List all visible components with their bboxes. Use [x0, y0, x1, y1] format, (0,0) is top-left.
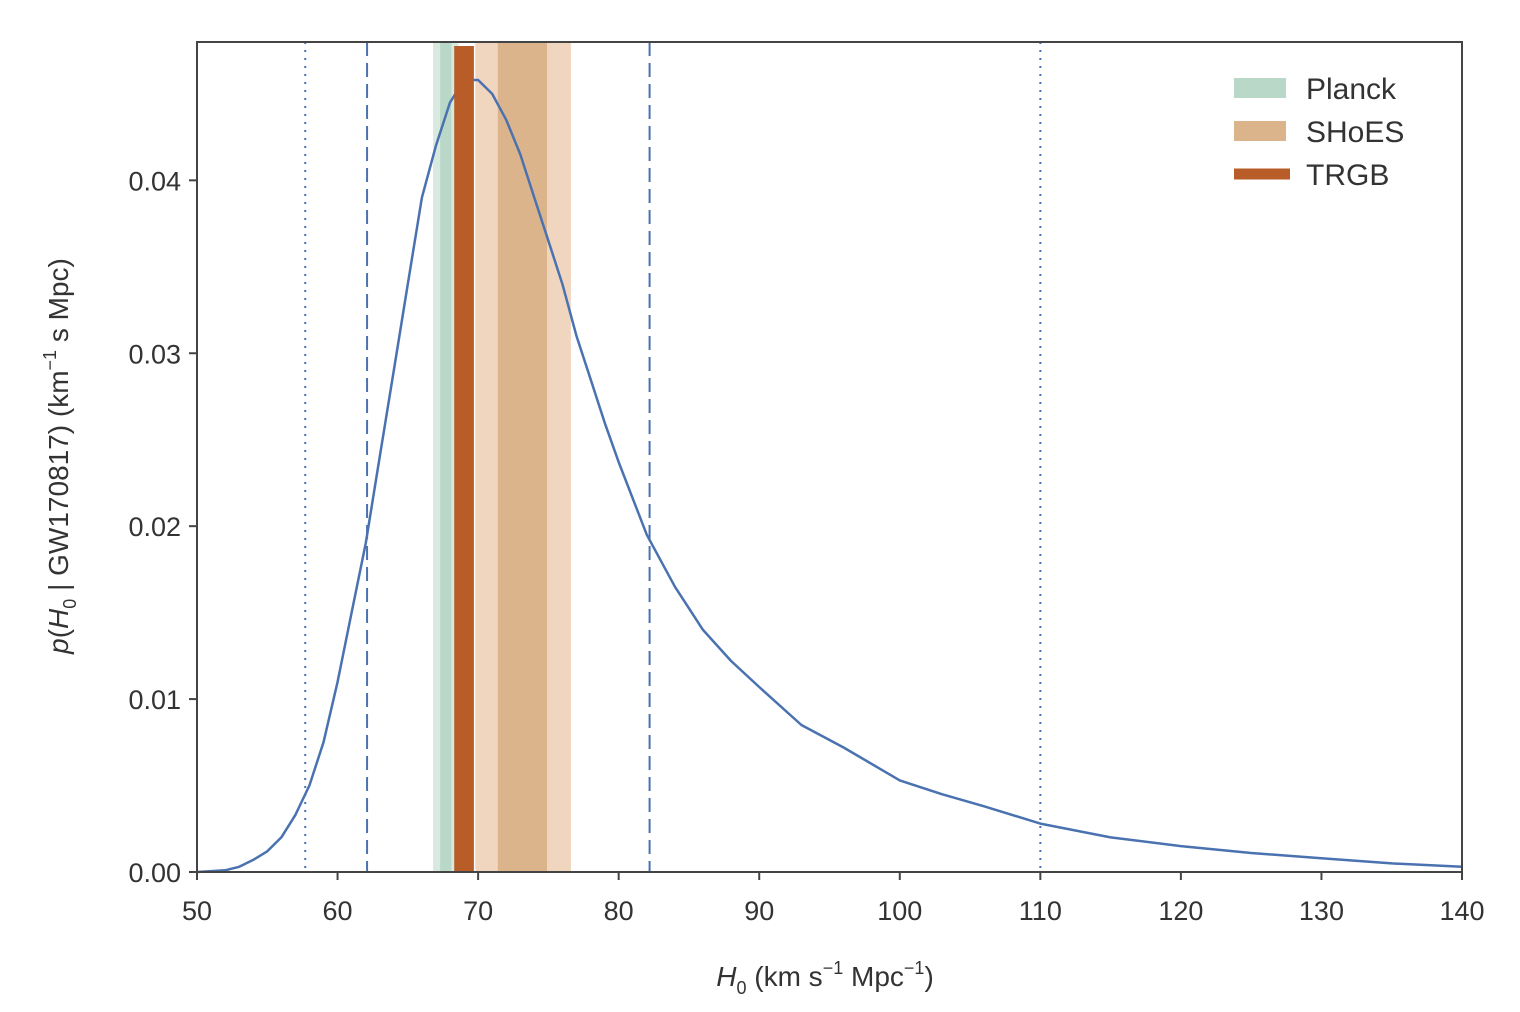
x-tick-label: 110 — [1019, 896, 1062, 926]
plot-frame — [196, 41, 1463, 873]
x-axis-label: H0 (km s−1 Mpc−1) — [716, 958, 934, 998]
posterior-curve-layer — [196, 46, 1463, 874]
band-shoes-inner — [497, 42, 547, 872]
legend-swatch-shoes — [1234, 121, 1286, 141]
y-axis-label: p(H0 | GW170817) (km−1 s Mpc) — [40, 258, 80, 655]
x-axis-ticks: 50 60 70 80 90 100 110 120 130 140 — [182, 872, 1485, 926]
legend-swatch-trgb — [1234, 168, 1290, 180]
y-tick-label: 0.02 — [128, 512, 181, 542]
y-tick-label: 0.04 — [128, 166, 181, 196]
interval-lines — [304, 42, 1042, 872]
x-tick-label: 60 — [323, 896, 353, 926]
legend-swatch-planck — [1234, 78, 1286, 98]
x-tick-label: 80 — [604, 896, 634, 926]
y-axis-ticks: 0.00 0.01 0.02 0.03 0.04 — [128, 166, 197, 888]
x-tick-label: 120 — [1158, 896, 1203, 926]
posterior-curve — [196, 78, 1463, 874]
x-tick-label: 70 — [463, 896, 493, 926]
y-tick-label: 0.01 — [128, 685, 181, 715]
band-trgb — [454, 46, 474, 872]
x-tick-label: 50 — [182, 896, 212, 926]
legend-label-trgb: TRGB — [1306, 159, 1389, 192]
legend-label-shoes: SHoES — [1306, 116, 1404, 149]
y-tick-label: 0.03 — [128, 339, 181, 369]
x-tick-label: 90 — [744, 896, 774, 926]
x-tick-label: 130 — [1299, 896, 1344, 926]
x-tick-label: 100 — [877, 896, 922, 926]
x-tick-label: 140 — [1439, 896, 1484, 926]
credible-interval-bands — [433, 42, 571, 872]
y-tick-label: 0.00 — [128, 858, 181, 888]
legend: Planck SHoES TRGB — [1234, 73, 1404, 192]
legend-label-planck: Planck — [1306, 73, 1397, 106]
band-planck-inner — [440, 42, 452, 872]
